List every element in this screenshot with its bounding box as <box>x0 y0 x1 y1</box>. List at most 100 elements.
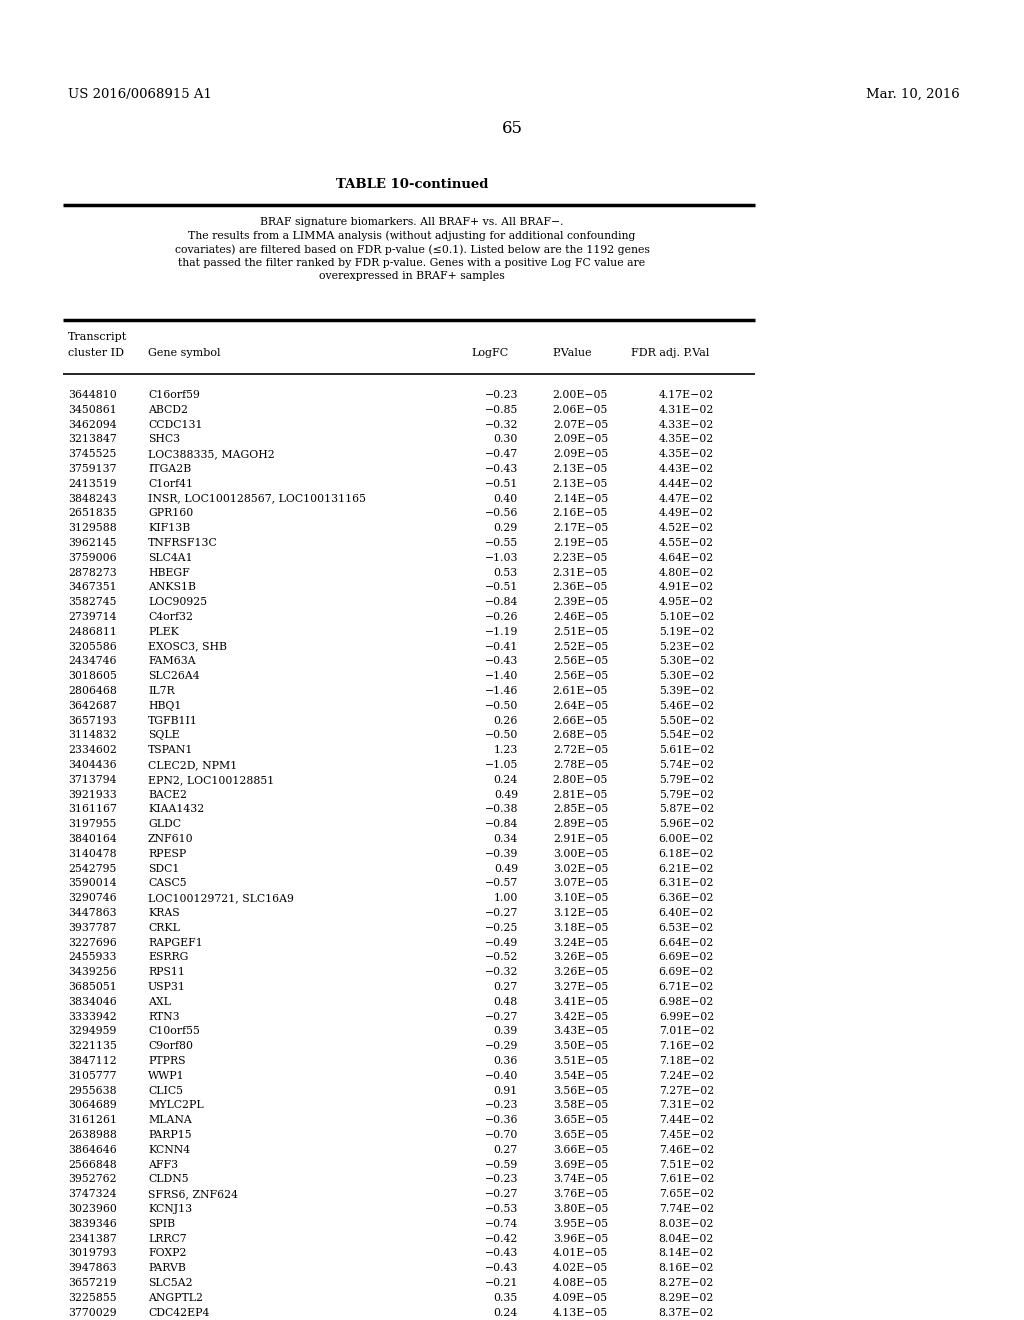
Text: Gene symbol: Gene symbol <box>148 348 220 358</box>
Text: SPIB: SPIB <box>148 1218 175 1229</box>
Text: LOC388335, MAGOH2: LOC388335, MAGOH2 <box>148 449 274 459</box>
Text: 2566848: 2566848 <box>68 1159 117 1170</box>
Text: −1.19: −1.19 <box>484 627 518 636</box>
Text: 3019793: 3019793 <box>68 1249 117 1258</box>
Text: 6.99E−02: 6.99E−02 <box>658 1011 714 1022</box>
Text: SFRS6, ZNF624: SFRS6, ZNF624 <box>148 1189 238 1199</box>
Text: 5.96E−02: 5.96E−02 <box>658 820 714 829</box>
Text: −0.42: −0.42 <box>484 1234 518 1243</box>
Text: 8.37E−02: 8.37E−02 <box>658 1308 714 1317</box>
Text: 3657219: 3657219 <box>68 1278 117 1288</box>
Text: −0.50: −0.50 <box>484 701 518 710</box>
Text: 0.49: 0.49 <box>494 789 518 800</box>
Text: 7.01E−02: 7.01E−02 <box>658 1027 714 1036</box>
Text: 65: 65 <box>502 120 522 137</box>
Text: FAM63A: FAM63A <box>148 656 196 667</box>
Text: 3404436: 3404436 <box>68 760 117 770</box>
Text: 8.03E−02: 8.03E−02 <box>658 1218 714 1229</box>
Text: AXL: AXL <box>148 997 171 1007</box>
Text: −0.23: −0.23 <box>484 1101 518 1110</box>
Text: AFF3: AFF3 <box>148 1159 178 1170</box>
Text: 3333942: 3333942 <box>68 1011 117 1022</box>
Text: 3590014: 3590014 <box>68 878 117 888</box>
Text: −0.51: −0.51 <box>484 582 518 593</box>
Text: 6.71E−02: 6.71E−02 <box>658 982 714 993</box>
Text: 2.91E−05: 2.91E−05 <box>553 834 608 843</box>
Text: 3952762: 3952762 <box>68 1175 117 1184</box>
Text: LOC90925: LOC90925 <box>148 597 207 607</box>
Text: −0.53: −0.53 <box>484 1204 518 1214</box>
Text: 4.47E−02: 4.47E−02 <box>658 494 714 504</box>
Text: −0.50: −0.50 <box>484 730 518 741</box>
Text: 3197955: 3197955 <box>68 820 117 829</box>
Text: 0.53: 0.53 <box>494 568 518 578</box>
Text: 3018605: 3018605 <box>68 671 117 681</box>
Text: 3921933: 3921933 <box>68 789 117 800</box>
Text: BACE2: BACE2 <box>148 789 187 800</box>
Text: 2.16E−05: 2.16E−05 <box>553 508 608 519</box>
Text: 0.49: 0.49 <box>494 863 518 874</box>
Text: 6.98E−02: 6.98E−02 <box>658 997 714 1007</box>
Text: GPR160: GPR160 <box>148 508 194 519</box>
Text: 3962145: 3962145 <box>68 539 117 548</box>
Text: 5.61E−02: 5.61E−02 <box>658 746 714 755</box>
Text: −0.32: −0.32 <box>484 968 518 977</box>
Text: 5.54E−02: 5.54E−02 <box>658 730 714 741</box>
Text: RAPGEF1: RAPGEF1 <box>148 937 203 948</box>
Text: 0.30: 0.30 <box>494 434 518 445</box>
Text: 3221135: 3221135 <box>68 1041 117 1051</box>
Text: 2.19E−05: 2.19E−05 <box>553 539 608 548</box>
Text: 3450861: 3450861 <box>68 405 117 414</box>
Text: 7.74E−02: 7.74E−02 <box>658 1204 714 1214</box>
Text: cluster ID: cluster ID <box>68 348 124 358</box>
Text: C10orf55: C10orf55 <box>148 1027 200 1036</box>
Text: 3.65E−05: 3.65E−05 <box>553 1130 608 1140</box>
Text: 1.00: 1.00 <box>494 894 518 903</box>
Text: 4.13E−05: 4.13E−05 <box>553 1308 608 1317</box>
Text: PARP15: PARP15 <box>148 1130 191 1140</box>
Text: 2.46E−05: 2.46E−05 <box>553 612 608 622</box>
Text: −0.26: −0.26 <box>484 612 518 622</box>
Text: −0.43: −0.43 <box>484 465 518 474</box>
Text: covariates) are filtered based on FDR p-value (≤0.1). Listed below are the 1192 : covariates) are filtered based on FDR p-… <box>174 244 649 255</box>
Text: 3161261: 3161261 <box>68 1115 117 1125</box>
Text: 3582745: 3582745 <box>68 597 117 607</box>
Text: The results from a LIMMA analysis (without adjusting for additional confounding: The results from a LIMMA analysis (witho… <box>188 231 636 242</box>
Text: −0.51: −0.51 <box>484 479 518 488</box>
Text: 5.23E−02: 5.23E−02 <box>658 642 714 652</box>
Text: 4.52E−02: 4.52E−02 <box>658 523 714 533</box>
Text: −0.85: −0.85 <box>484 405 518 414</box>
Text: IL7R: IL7R <box>148 686 175 696</box>
Text: RPESP: RPESP <box>148 849 186 859</box>
Text: KCNJ13: KCNJ13 <box>148 1204 193 1214</box>
Text: −0.27: −0.27 <box>484 1011 518 1022</box>
Text: 2.89E−05: 2.89E−05 <box>553 820 608 829</box>
Text: 2542795: 2542795 <box>68 863 117 874</box>
Text: 7.65E−02: 7.65E−02 <box>658 1189 714 1199</box>
Text: 4.08E−05: 4.08E−05 <box>553 1278 608 1288</box>
Text: 6.69E−02: 6.69E−02 <box>658 953 714 962</box>
Text: C9orf80: C9orf80 <box>148 1041 193 1051</box>
Text: 7.45E−02: 7.45E−02 <box>658 1130 714 1140</box>
Text: RTN3: RTN3 <box>148 1011 179 1022</box>
Text: 2434746: 2434746 <box>68 656 117 667</box>
Text: 0.29: 0.29 <box>494 523 518 533</box>
Text: 2.56E−05: 2.56E−05 <box>553 656 608 667</box>
Text: 7.18E−02: 7.18E−02 <box>658 1056 714 1067</box>
Text: KIAA1432: KIAA1432 <box>148 804 204 814</box>
Text: −0.43: −0.43 <box>484 1249 518 1258</box>
Text: PARVB: PARVB <box>148 1263 185 1274</box>
Text: 4.35E−02: 4.35E−02 <box>658 434 714 445</box>
Text: 2486811: 2486811 <box>68 627 117 636</box>
Text: −0.47: −0.47 <box>484 449 518 459</box>
Text: GLDC: GLDC <box>148 820 181 829</box>
Text: 3839346: 3839346 <box>68 1218 117 1229</box>
Text: 3.43E−05: 3.43E−05 <box>553 1027 608 1036</box>
Text: C1orf41: C1orf41 <box>148 479 193 488</box>
Text: −0.43: −0.43 <box>484 656 518 667</box>
Text: 3.74E−05: 3.74E−05 <box>553 1175 608 1184</box>
Text: 2.17E−05: 2.17E−05 <box>553 523 608 533</box>
Text: TABLE 10-continued: TABLE 10-continued <box>336 178 488 191</box>
Text: −0.59: −0.59 <box>484 1159 518 1170</box>
Text: 3462094: 3462094 <box>68 420 117 429</box>
